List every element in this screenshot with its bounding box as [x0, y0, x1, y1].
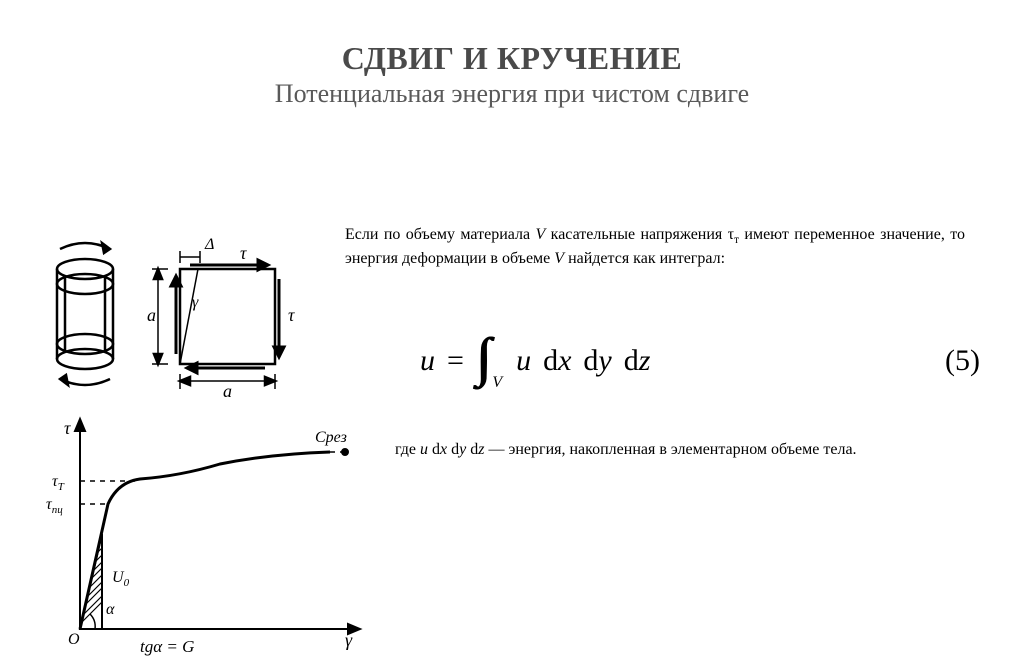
- label-origin: O: [68, 631, 80, 648]
- figure-stress-strain: τ τТ τпц Срез U0 α O γ tgα = G: [40, 404, 370, 664]
- label-tau-top: τ: [240, 243, 247, 263]
- page-title: СДВИГ И КРУЧЕНИЕ: [0, 40, 1024, 77]
- label-tau-right: τ: [288, 305, 295, 325]
- paragraph-2: где u dx dy dz — энергия, накопленная в …: [395, 439, 955, 461]
- eq-d1: d: [543, 344, 558, 377]
- label-tau-t: τТ: [52, 473, 65, 493]
- eq-y: y: [598, 344, 611, 377]
- label-x-axis: γ: [345, 630, 353, 650]
- eq-x: x: [558, 344, 571, 377]
- equation-row: u = ∫∫∫V u dx dy dz (5): [420, 344, 980, 378]
- page-subtitle: Потенциальная энергия при чистом сдвиге: [0, 79, 1024, 109]
- para2-dash: —: [484, 441, 508, 458]
- label-tg-alpha: tgα = G: [140, 637, 194, 656]
- equation-number: (5): [945, 344, 980, 378]
- para1-V: V: [536, 226, 546, 243]
- eq-z: z: [639, 344, 651, 377]
- eq-u: u: [512, 344, 531, 378]
- triple-integral-icon: ∫∫∫: [476, 341, 490, 373]
- para1-text: Если по объему материала: [345, 226, 536, 243]
- para2-pre: где: [395, 441, 420, 458]
- eq-equals: =: [441, 344, 470, 378]
- label-gamma: γ: [192, 294, 199, 311]
- para2-end: энергия, накопленная в элементарном объе…: [508, 441, 856, 458]
- eq-lhs: u: [420, 344, 435, 378]
- label-tau-pc: τпц: [46, 496, 63, 516]
- para1-V2: V: [554, 250, 564, 267]
- para2-dx: x: [440, 441, 447, 458]
- paragraph-1: Если по объему материала V касательные н…: [345, 224, 965, 270]
- label-a-horizontal: a: [223, 381, 232, 399]
- eq-d2: d: [583, 344, 598, 377]
- figure-shear-element: a a Δ τ τ γ: [40, 229, 320, 399]
- label-srez: Срез: [315, 429, 347, 446]
- para2-dy: y: [459, 441, 466, 458]
- label-delta: Δ: [204, 236, 214, 253]
- eq-d3: d: [624, 344, 639, 377]
- equation: u = ∫∫∫V u dx dy dz: [420, 344, 650, 378]
- label-alpha: α: [106, 601, 115, 618]
- label-u0: U0: [112, 569, 130, 589]
- label-a-vertical: a: [147, 305, 156, 325]
- para2-u: u: [420, 441, 428, 458]
- eq-subscript: V: [492, 374, 502, 392]
- para1-end: найдется как интеграл:: [564, 250, 725, 267]
- title-block: СДВИГ И КРУЧЕНИЕ Потенциальная энергия п…: [0, 0, 1024, 109]
- label-y-axis: τ: [64, 418, 71, 438]
- para1-mid: касательные напряжения τ: [545, 226, 734, 243]
